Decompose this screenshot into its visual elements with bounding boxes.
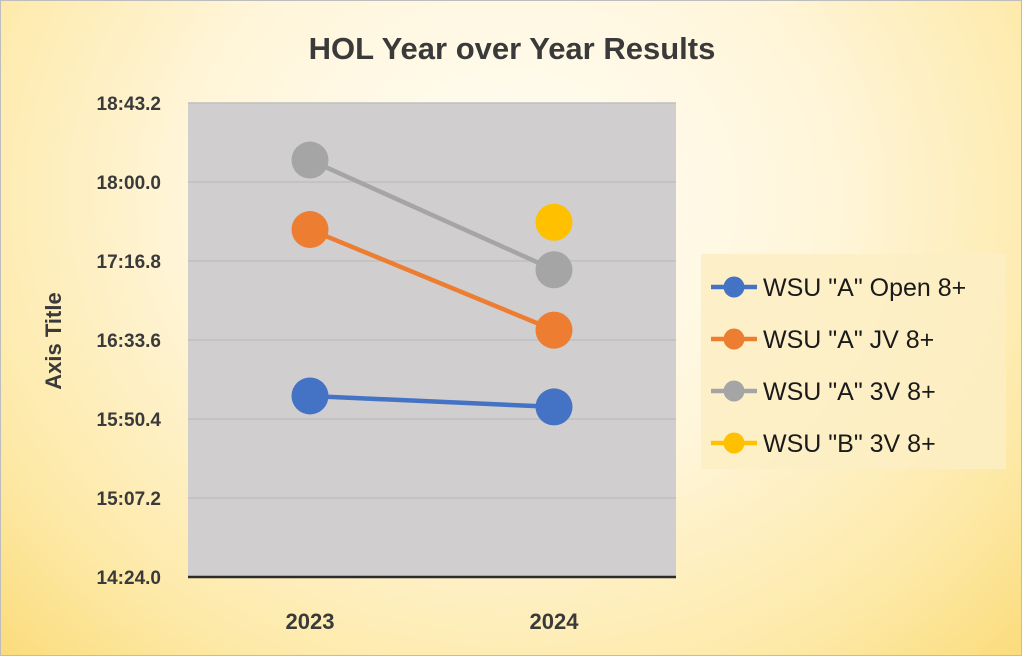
series-line — [309, 158, 555, 272]
series-0 — [291, 377, 573, 426]
data-point — [291, 377, 329, 415]
legend-label: WSU "A" Open 8+ — [763, 274, 966, 302]
chart-title: HOL Year over Year Results — [309, 31, 716, 66]
legend-item: WSU "A" JV 8+ — [711, 326, 934, 354]
y-axis-title: Axis Title — [41, 292, 66, 389]
legend: WSU "A" Open 8+ WSU "A" JV 8+ WSU "A" 3V 8… — [701, 254, 1006, 469]
legend-label: WSU "A" JV 8+ — [763, 326, 934, 354]
data-point — [535, 251, 573, 289]
y-tick-label: 18:43.2 — [97, 94, 161, 115]
y-tick-label: 14:24.0 — [97, 568, 161, 589]
legend-item: WSU "A" Open 8+ — [711, 274, 966, 302]
data-point — [535, 203, 573, 241]
legend-label: WSU "A" 3V 8+ — [763, 378, 936, 406]
data-point — [291, 141, 329, 179]
legend-marker — [723, 328, 745, 350]
gridlines — [188, 102, 676, 579]
series-line — [309, 227, 555, 333]
x-tick-labels: 2023 2024 — [286, 609, 580, 634]
legend-item: WSU "B" 3V 8+ — [711, 430, 936, 458]
y-tick-label: 15:07.2 — [97, 489, 161, 510]
data-point — [535, 388, 573, 426]
x-tick-label: 2024 — [530, 609, 580, 634]
y-tick-label: 16:33.6 — [97, 331, 161, 352]
data-point — [535, 311, 573, 349]
series-layer — [291, 141, 573, 426]
series-2 — [291, 141, 573, 289]
series-1 — [291, 211, 573, 349]
data-point — [291, 211, 329, 249]
x-tick-label: 2023 — [286, 609, 335, 634]
legend-item: WSU "A" 3V 8+ — [711, 378, 936, 406]
series-3 — [535, 203, 573, 241]
legend-marker — [723, 432, 745, 454]
y-tick-label: 17:16.8 — [97, 252, 161, 273]
legend-marker — [723, 276, 745, 298]
legend-label: WSU "B" 3V 8+ — [763, 430, 936, 458]
legend-box — [701, 254, 1006, 469]
legend-marker — [723, 380, 745, 402]
y-tick-label: 15:50.4 — [97, 410, 162, 431]
y-tick-label: 18:00.0 — [97, 173, 161, 194]
y-tick-labels: 14:24.0 15:07.2 15:50.4 16:33.6 17:16.8 18:00… — [97, 94, 162, 589]
series-line — [309, 393, 555, 410]
